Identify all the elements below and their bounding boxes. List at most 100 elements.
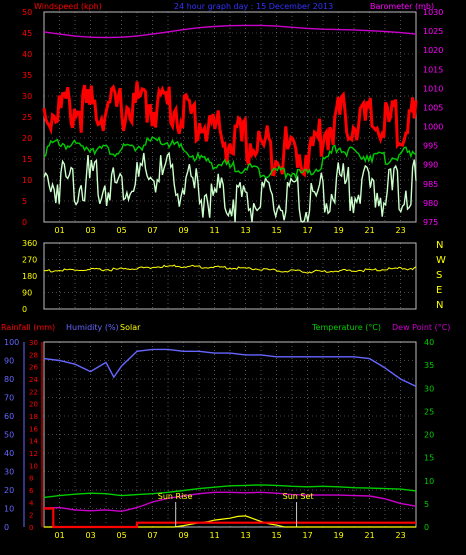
rain-panel-x-tick-label: 17	[303, 531, 313, 540]
temperature-tick-label: 40	[424, 338, 434, 347]
wind-panel-x-tick-label: 17	[303, 226, 313, 235]
wind-panel-x-tick-label: 03	[86, 226, 96, 235]
compass-label-s: S	[436, 270, 442, 281]
rainfall-tick-label: 20	[29, 401, 38, 409]
temperature-series-line	[43, 484, 417, 499]
wind-panel-x-tick-label: 15	[272, 226, 282, 235]
direction-tick-label: 0	[22, 305, 27, 314]
humidity-tick-label: 60	[4, 412, 14, 421]
temperature-tick-label: 15	[424, 454, 434, 463]
barometer-series-line	[43, 24, 417, 39]
barometer-tick-label: 975	[423, 218, 438, 227]
wind-direction-series-line	[43, 264, 417, 274]
wind-panel-x-tick-label: 11	[210, 226, 220, 235]
wind-panel-x-tick-label: 21	[365, 226, 375, 235]
rainfall-tick-label: 14	[29, 438, 38, 446]
windspeed-tick-label: 5	[22, 197, 27, 206]
windspeed-tick-label: 10	[22, 176, 32, 185]
rain-panel-x-tick-label: 09	[179, 531, 189, 540]
windspeed-tick-label: 40	[22, 50, 32, 59]
barometer-tick-label: 1005	[423, 103, 443, 112]
rain-panel-frame	[43, 341, 417, 528]
barometer-tick-label: 990	[423, 161, 438, 170]
windspeed-tick-label: 0	[22, 218, 27, 227]
rainfall-tick-label: 4	[29, 499, 34, 507]
wind-panel-x-tick-label: 23	[396, 226, 406, 235]
rainfall-tick-label: 10	[29, 462, 38, 470]
sunrise-annotation: Sun Rise	[158, 492, 193, 501]
humidity-tick-label: 30	[4, 468, 14, 477]
direction-panel-frame	[43, 242, 417, 310]
humidity-tick-label: 80	[4, 375, 14, 384]
barometer-tick-label: 1015	[423, 65, 443, 74]
barometer-tick-label: 995	[423, 142, 438, 151]
windspeed-axis-label: Windspeed (kph)	[34, 2, 102, 11]
windspeed-tick-label: 45	[22, 29, 32, 38]
rain-panel-x-tick-label: 21	[365, 531, 375, 540]
rainfall-tick-label: 12	[29, 450, 38, 458]
humidity-tick-label: 90	[4, 357, 14, 366]
chart-marks: 0510152025303540455097598098599099510001…	[4, 8, 443, 540]
wind-panel-x-tick-label: 05	[117, 226, 127, 235]
compass-label-n-bottom: N	[436, 300, 443, 311]
wind-panel-x-tick-label: 07	[148, 226, 158, 235]
rainfall-tick-label: 24	[29, 376, 38, 384]
windspeed-tick-label: 35	[22, 71, 32, 80]
barometer-tick-label: 1010	[423, 84, 443, 93]
humidity-tick-label: 50	[4, 431, 14, 440]
rainfall-axis-label: Rainfall (mm)	[1, 323, 55, 332]
windspeed-tick-label: 25	[22, 113, 32, 122]
rainfall-series-line	[44, 507, 416, 529]
rainfall-tick-label: 16	[29, 425, 38, 433]
rain-panel-x-tick-label: 23	[396, 531, 406, 540]
rainfall-tick-label: 2	[29, 512, 33, 520]
rainfall-tick-label: 6	[29, 487, 34, 495]
dewpoint-series-line	[43, 491, 417, 513]
dewpoint-axis-label: Dew Point (°C)	[392, 323, 450, 332]
average-series-line	[43, 135, 417, 181]
windspeed-tick-label: 30	[22, 92, 32, 101]
wind-panel-x-tick-label: 13	[241, 226, 251, 235]
direction-tick-label: 180	[22, 272, 37, 281]
windspeed-tick-label: 50	[22, 8, 32, 17]
barometer-tick-label: 1020	[423, 46, 443, 55]
temperature-tick-label: 30	[424, 384, 434, 393]
temperature-tick-label: 10	[424, 477, 434, 486]
sunset-annotation: Sun Set	[283, 492, 314, 501]
rainfall-tick-label: 28	[29, 351, 38, 359]
barometer-tick-label: 1025	[423, 27, 443, 36]
rainfall-tick-label: 30	[29, 339, 38, 347]
humidity-tick-label: 40	[4, 449, 14, 458]
rain-panel-x-tick-label: 19	[334, 531, 344, 540]
wind-panel-x-tick-label: 01	[55, 226, 65, 235]
rain-panel-x-tick-label: 15	[272, 531, 282, 540]
rain-panel-x-tick-label: 11	[210, 531, 220, 540]
barometer-tick-label: 1000	[423, 123, 443, 132]
compass-label-n-top: N	[436, 240, 443, 251]
humidity-tick-label: 100	[4, 338, 19, 347]
humidity-tick-label: 70	[4, 394, 14, 403]
temperature-tick-label: 35	[424, 361, 434, 370]
rain-panel-x-tick-label: 13	[241, 531, 251, 540]
speed-series-line	[43, 151, 417, 223]
direction-tick-label: 270	[22, 256, 37, 265]
barometer-tick-label: 980	[423, 199, 438, 208]
compass-label-w: W	[436, 255, 446, 266]
humidity-tick-label: 20	[4, 486, 14, 495]
compass-label-e: E	[436, 285, 442, 296]
chart-title: 24 hour graph day : 15 December 2013	[174, 2, 333, 11]
temperature-tick-label: 0	[424, 523, 429, 532]
humidity-axis-label: Humidity (%)	[66, 323, 119, 332]
barometer-tick-label: 1030	[423, 8, 443, 17]
rainfall-tick-label: 22	[29, 388, 38, 396]
rainfall-tick-label: 0	[29, 524, 33, 532]
humidity-series-line	[43, 348, 417, 388]
temperature-tick-label: 25	[424, 407, 434, 416]
humidity-tick-label: 0	[4, 523, 9, 532]
rain-panel-x-tick-label: 05	[117, 531, 127, 540]
solar-axis-label: Solar	[120, 323, 141, 332]
direction-tick-label: 90	[22, 289, 32, 298]
windspeed-tick-label: 20	[22, 134, 32, 143]
humidity-tick-label: 10	[4, 505, 14, 514]
